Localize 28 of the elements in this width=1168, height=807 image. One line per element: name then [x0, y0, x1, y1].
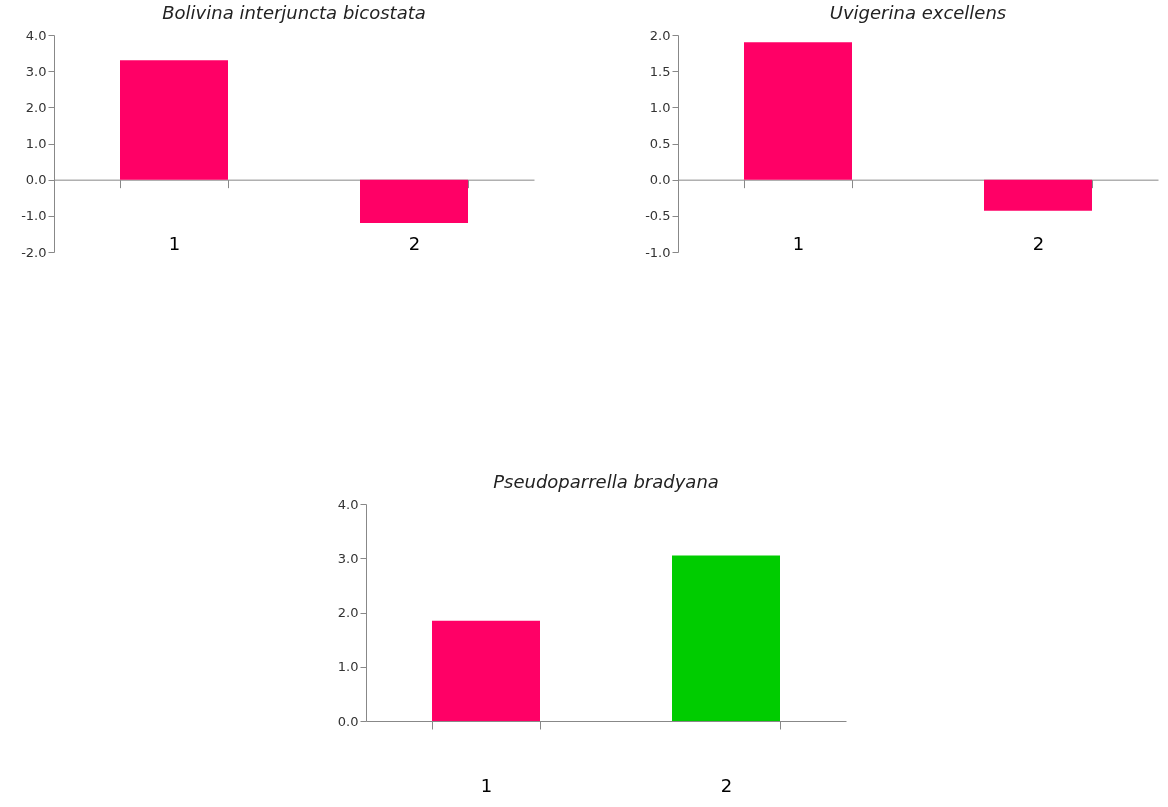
y-tick-label: -0.5 — [645, 208, 671, 224]
y-tick-label: 3.0 — [25, 63, 47, 79]
y-tick-label: 1.0 — [649, 99, 671, 115]
x-tick-label: 2 — [408, 233, 421, 255]
y-tick-label: -2.0 — [21, 244, 47, 260]
y-tick-label: 1.5 — [649, 63, 671, 79]
y-tick-label: 2.0 — [337, 605, 359, 620]
x-tick-label: 2 — [1032, 233, 1045, 255]
x-tick-label: 2 — [720, 774, 733, 796]
chart-title: Pseudoparrella bradyana — [493, 471, 719, 492]
y-tick-label: 0.0 — [25, 172, 47, 188]
x-tick-label: 1 — [168, 233, 181, 255]
chart-title: Uvigerina excellens — [829, 2, 1007, 23]
y-tick-label: 1.0 — [337, 659, 359, 675]
y-tick-label: 2.0 — [25, 99, 47, 115]
y-tick-label: 0.5 — [649, 136, 671, 151]
y-tick-label: 2.0 — [649, 27, 671, 43]
y-tick-label: -1.0 — [645, 244, 671, 260]
chart-title: Bolivina interjuncta bicostata — [162, 2, 426, 23]
y-tick-label: 0.0 — [649, 172, 671, 188]
y-tick-label: 4.0 — [25, 27, 47, 43]
y-tick-label: 0.0 — [337, 713, 359, 729]
y-tick-label: 1.0 — [25, 136, 47, 151]
x-tick-label: 1 — [480, 774, 493, 796]
y-tick-label: 3.0 — [337, 550, 359, 566]
y-tick-label: 4.0 — [337, 496, 359, 512]
y-tick-label: -1.0 — [21, 208, 47, 224]
x-tick-label: 1 — [792, 233, 805, 255]
